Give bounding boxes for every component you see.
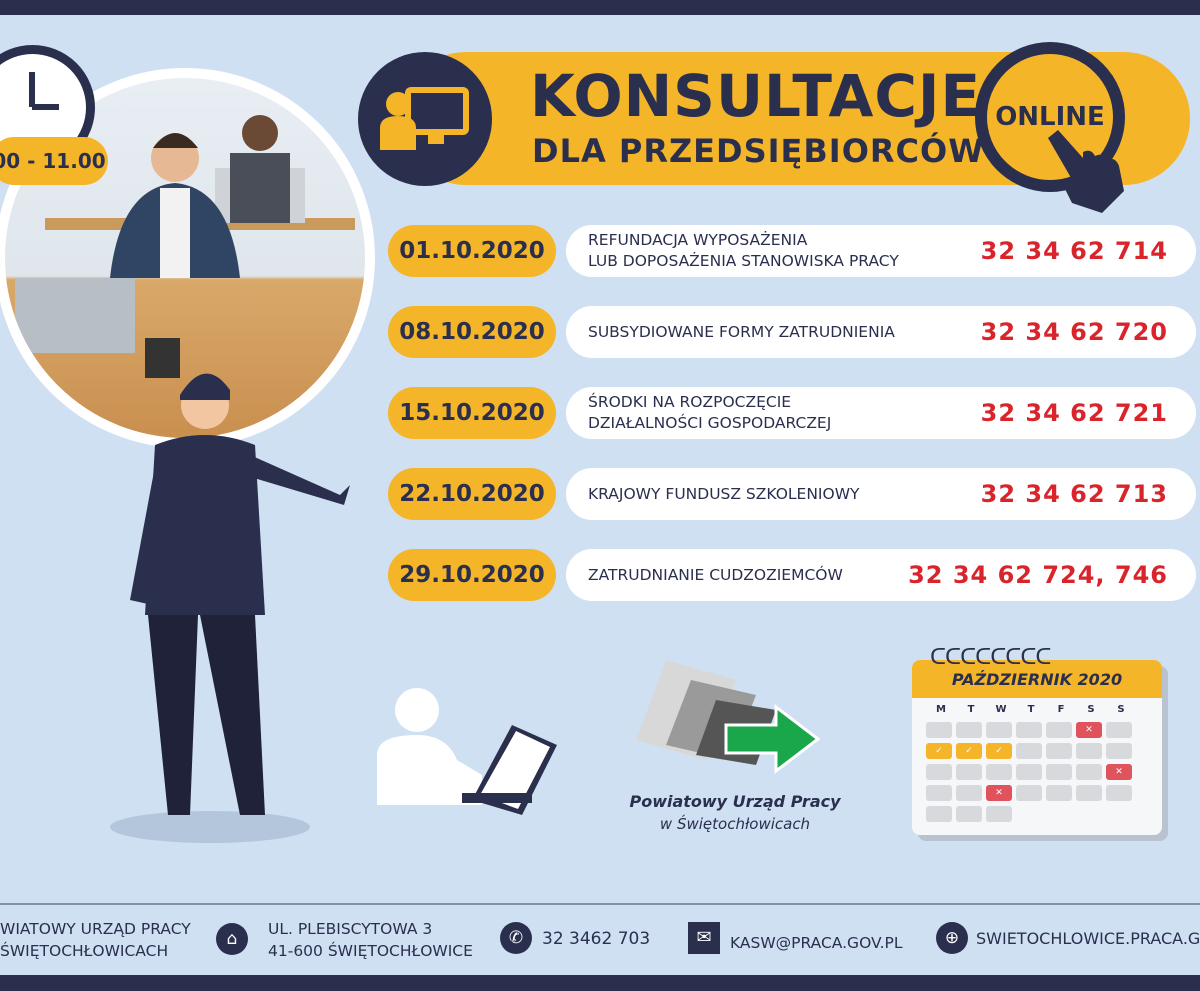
- footer-email: KASW@PRACA.GOV.PL: [730, 934, 903, 952]
- footer-org: WIATOWY URZĄD PRACY ŚWIĘTOCHŁOWICACH: [0, 920, 191, 960]
- online-label: ONLINE: [995, 102, 1105, 132]
- weekday: F: [1057, 704, 1065, 715]
- calendar-day: [1046, 764, 1072, 780]
- weekday: T: [967, 704, 975, 715]
- schedule-topic: KRAJOWY FUNDUSZ SZKOLENIOWY: [588, 484, 860, 503]
- schedule-phone: 32 34 62 724, 746: [908, 561, 1168, 589]
- calendar-day: [956, 806, 982, 822]
- calendar-day: [1046, 743, 1072, 759]
- schedule-topic: REFUNDACJA WYPOSAŻENIA LUB DOPOSAŻENIA S…: [588, 231, 899, 270]
- schedule-row: 01.10.2020 REFUNDACJA WYPOSAŻENIA LUB DO…: [388, 225, 1196, 277]
- schedule-topic: ZATRUDNIANIE CUDZOZIEMCÓW: [588, 565, 843, 584]
- pointer-hand-icon: [1040, 128, 1130, 217]
- pup-logo-icon: [636, 660, 836, 784]
- home-icon: ⌂: [216, 923, 248, 955]
- weekday: W: [995, 704, 1007, 715]
- schedule-row: 08.10.2020 SUBSYDIOWANE FORMY ZATRUDNIEN…: [388, 306, 1196, 358]
- weekday: T: [1027, 704, 1035, 715]
- schedule-date: 01.10.2020: [388, 225, 556, 277]
- calendar-day: [986, 764, 1012, 780]
- calendar-day: [1076, 743, 1102, 759]
- schedule-row: 29.10.2020 ZATRUDNIANIE CUDZOZIEMCÓW 32 3…: [388, 549, 1196, 601]
- page-subtitle: DLA PRZEDSIĘBIORCÓW: [532, 132, 985, 170]
- calendar-day: [926, 806, 952, 822]
- footer-address: UL. PLEBISCYTOWA 3 41-600 ŚWIĘTOCHŁOWICE: [268, 920, 473, 960]
- phone-icon: ✆: [500, 922, 532, 954]
- schedule-date: 08.10.2020: [388, 306, 556, 358]
- calendar-day: [1016, 743, 1042, 759]
- weekday: M: [936, 704, 946, 715]
- calendar-day: [926, 764, 952, 780]
- bottom-bar: [0, 975, 1200, 991]
- top-bar: [0, 0, 1200, 15]
- email-icon: ✉: [688, 922, 720, 954]
- calendar-day: [926, 785, 952, 801]
- schedule-phone: 32 34 62 714: [980, 237, 1168, 265]
- logo-place: w Świętochłowicach: [659, 815, 811, 833]
- calendar-day: [1046, 785, 1072, 801]
- calendar-day: [1076, 785, 1102, 801]
- schedule-row: 15.10.2020 ŚRODKI NA ROZPOCZĘCIE DZIAŁAL…: [388, 387, 1196, 439]
- calendar-day: ✓: [986, 743, 1012, 759]
- calendar-day: [1046, 722, 1072, 738]
- laptop-user-icon: [372, 685, 562, 819]
- calendar-day: [1076, 764, 1102, 780]
- page-title: KONSULTACJE: [530, 62, 982, 130]
- calendar-day: [1106, 785, 1132, 801]
- calendar-day: ✓: [956, 743, 982, 759]
- calendar-day: ✕: [1076, 722, 1102, 738]
- calendar-day: ✕: [1106, 764, 1132, 780]
- calendar-illustration: PAŹDZIERNIK 2020 M T W T F S S ✕ ✓ ✓ ✓ ✕ ✕: [912, 660, 1162, 835]
- schedule-phone: 32 34 62 720: [980, 318, 1168, 346]
- schedule-date: 15.10.2020: [388, 387, 556, 439]
- calendar-day: [956, 764, 982, 780]
- schedule-row: 22.10.2020 KRAJOWY FUNDUSZ SZKOLENIOWY 32…: [388, 468, 1196, 520]
- office-photo: [0, 68, 375, 448]
- businessman-illustration: [100, 365, 370, 849]
- footer-divider: [0, 903, 1200, 905]
- calendar-rings-icon: ᑕᑕᑕᑕᑕᑕᑕᑕ: [930, 645, 1051, 670]
- footer-phone: 32 3462 703: [542, 929, 651, 949]
- globe-icon: ⊕: [936, 922, 968, 954]
- schedule-phone: 32 34 62 713: [980, 480, 1168, 508]
- footer-website: SWIETOCHLOWICE.PRACA.GOV: [976, 929, 1200, 948]
- time-range: 00 - 11.00: [0, 137, 108, 185]
- calendar-day: ✕: [986, 785, 1012, 801]
- schedule-phone: 32 34 62 721: [980, 399, 1168, 427]
- calendar-month: PAŹDZIERNIK 2020: [912, 660, 1162, 698]
- schedule-date: 29.10.2020: [388, 549, 556, 601]
- calendar-day: [1016, 722, 1042, 738]
- calendar-day: [986, 722, 1012, 738]
- computer-user-icon: [358, 52, 492, 186]
- calendar-day: [956, 785, 982, 801]
- calendar-day: [926, 722, 952, 738]
- calendar-grid: ✕ ✓ ✓ ✓ ✕ ✕: [926, 722, 1132, 822]
- logo-name: Powiatowy Urząd Pracy: [629, 792, 841, 811]
- schedule-date: 22.10.2020: [388, 468, 556, 520]
- weekday: S: [1117, 704, 1125, 715]
- calendar-day: [986, 806, 1012, 822]
- calendar-day: [1106, 743, 1132, 759]
- calendar-day: [1106, 722, 1132, 738]
- calendar-day: [956, 722, 982, 738]
- calendar-day: [1016, 764, 1042, 780]
- schedule-topic: ŚRODKI NA ROZPOCZĘCIE DZIAŁALNOŚCI GOSPO…: [588, 393, 832, 432]
- schedule-topic: SUBSYDIOWANE FORMY ZATRUDNIENIA: [588, 322, 895, 341]
- calendar-day: ✓: [926, 743, 952, 759]
- calendar-day: [1016, 785, 1042, 801]
- weekday: S: [1087, 704, 1095, 715]
